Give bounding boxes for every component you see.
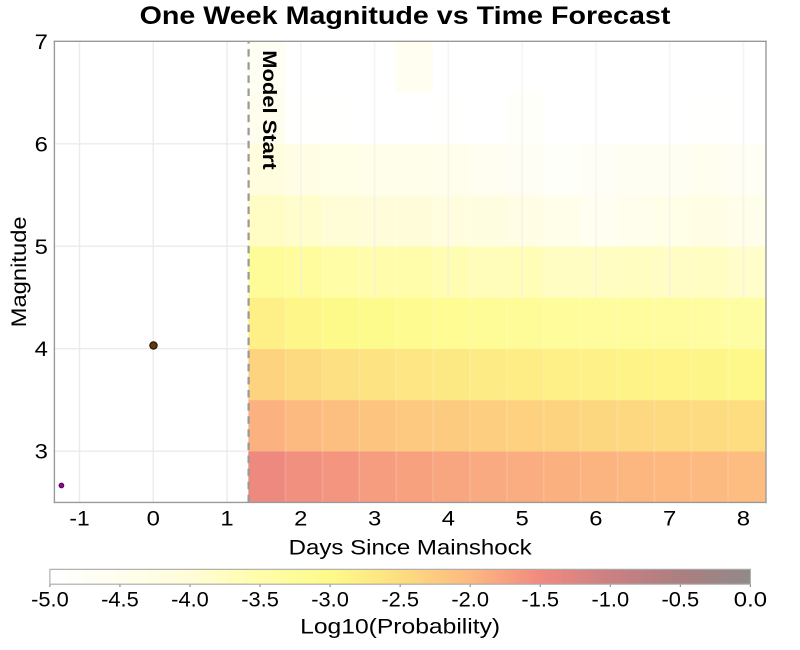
- svg-text:-3.5: -3.5: [241, 589, 279, 612]
- svg-text:0: 0: [147, 507, 160, 530]
- svg-text:-4.5: -4.5: [101, 589, 139, 612]
- svg-text:4: 4: [442, 507, 455, 530]
- svg-text:8: 8: [737, 507, 750, 530]
- svg-text:-5.0: -5.0: [31, 589, 69, 612]
- svg-text:3: 3: [368, 507, 381, 530]
- svg-text:6: 6: [589, 507, 602, 530]
- svg-text:0.0: 0.0: [734, 589, 767, 612]
- svg-text:7: 7: [35, 31, 48, 54]
- svg-text:5: 5: [516, 507, 529, 530]
- svg-text:-1: -1: [69, 507, 89, 530]
- svg-text:Days Since Mainshock: Days Since Mainshock: [289, 537, 533, 560]
- svg-text:One Week Magnitude vs Time For: One Week Magnitude vs Time Forecast: [140, 2, 672, 30]
- svg-text:Magnitude: Magnitude: [8, 216, 31, 327]
- svg-text:-2.5: -2.5: [381, 589, 419, 612]
- svg-text:5: 5: [35, 236, 48, 259]
- svg-text:Model Start: Model Start: [258, 50, 280, 170]
- svg-text:1: 1: [220, 507, 233, 530]
- svg-text:-4.0: -4.0: [171, 589, 209, 612]
- svg-text:7: 7: [663, 507, 676, 530]
- svg-text:4: 4: [35, 338, 48, 361]
- svg-text:Log10(Probability): Log10(Probability): [300, 615, 500, 638]
- svg-text:-0.5: -0.5: [662, 589, 700, 612]
- svg-text:-3.0: -3.0: [311, 589, 349, 612]
- svg-text:6: 6: [35, 133, 48, 156]
- svg-text:2: 2: [294, 507, 307, 530]
- svg-text:-1.5: -1.5: [521, 589, 559, 612]
- svg-text:3: 3: [35, 441, 48, 464]
- svg-text:-1.0: -1.0: [591, 589, 629, 612]
- svg-text:-2.0: -2.0: [451, 589, 489, 612]
